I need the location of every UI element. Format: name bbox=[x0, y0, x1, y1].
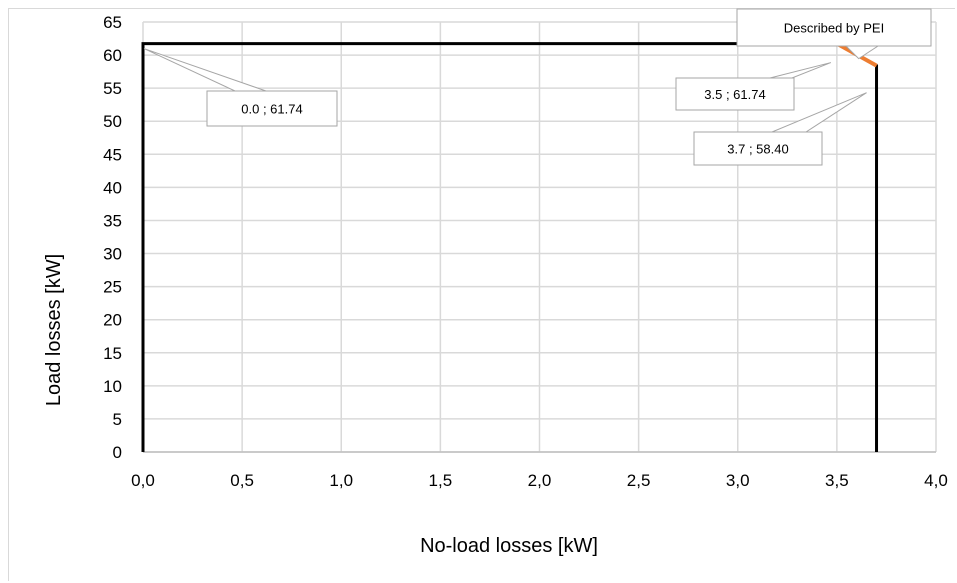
y-axis-title: Load losses [kW] bbox=[43, 254, 65, 406]
y-tick-label: 15 bbox=[103, 344, 122, 363]
callout-3-5: 3.5 ; 61.74 bbox=[675, 62, 832, 111]
x-tick-label: 1,0 bbox=[329, 471, 353, 490]
callouts: 0.0 ; 61.74 3.5 ; 61.74 3.7 ; 58.40 Describ… bbox=[143, 8, 932, 166]
y-tick-label: 60 bbox=[103, 46, 122, 65]
callout-label: 0.0 ; 61.74 bbox=[241, 102, 302, 117]
callout-box bbox=[675, 77, 795, 111]
y-tick-label: 20 bbox=[103, 311, 122, 330]
callout-label: 3.7 ; 58.40 bbox=[727, 142, 788, 157]
callout-box bbox=[736, 8, 932, 47]
callout-0-0: 0.0 ; 61.74 bbox=[143, 48, 338, 127]
x-tick-label: 2,0 bbox=[528, 471, 552, 490]
callout-3-7: 3.7 ; 58.40 bbox=[693, 92, 867, 166]
x-tick-label: 1,5 bbox=[429, 471, 453, 490]
x-tick-label: 0,5 bbox=[230, 471, 254, 490]
x-axis-title: No-load losses [kW] bbox=[420, 535, 598, 557]
y-tick-label: 25 bbox=[103, 278, 122, 297]
callout-label: Described by PEI bbox=[784, 21, 884, 36]
x-tick-label: 3,0 bbox=[726, 471, 750, 490]
callout-box bbox=[693, 131, 823, 166]
y-tick-label: 5 bbox=[113, 410, 122, 429]
callout-described-by-pei: Described by PEI bbox=[736, 8, 932, 60]
y-tick-label: 30 bbox=[103, 245, 122, 264]
y-tick-label: 45 bbox=[103, 145, 122, 164]
gridlines bbox=[142, 21, 937, 453]
y-tick-label: 50 bbox=[103, 112, 122, 131]
y-tick-label: 35 bbox=[103, 211, 122, 230]
callout-box bbox=[206, 90, 338, 127]
y-tick-label: 10 bbox=[103, 377, 122, 396]
y-tick-label: 40 bbox=[103, 178, 122, 197]
y-tick-label: 0 bbox=[113, 443, 122, 462]
x-tick-label: 0,0 bbox=[131, 471, 155, 490]
callout-leader bbox=[769, 62, 832, 79]
x-tick-label: 4,0 bbox=[924, 471, 948, 490]
x-tick-labels: 0,0 0,5 1,0 1,5 2,0 2,5 3,0 3,5 4,0 bbox=[131, 471, 948, 490]
x-tick-label: 2,5 bbox=[627, 471, 651, 490]
y-tick-label: 65 bbox=[103, 13, 122, 32]
chart-frame bbox=[8, 8, 955, 581]
y-tick-labels: 0 5 10 15 20 25 30 35 40 45 50 55 60 65 bbox=[103, 13, 122, 462]
x-tick-label: 3,5 bbox=[825, 471, 849, 490]
callout-label: 3.5 ; 61.74 bbox=[704, 87, 765, 102]
y-tick-label: 55 bbox=[103, 79, 122, 98]
